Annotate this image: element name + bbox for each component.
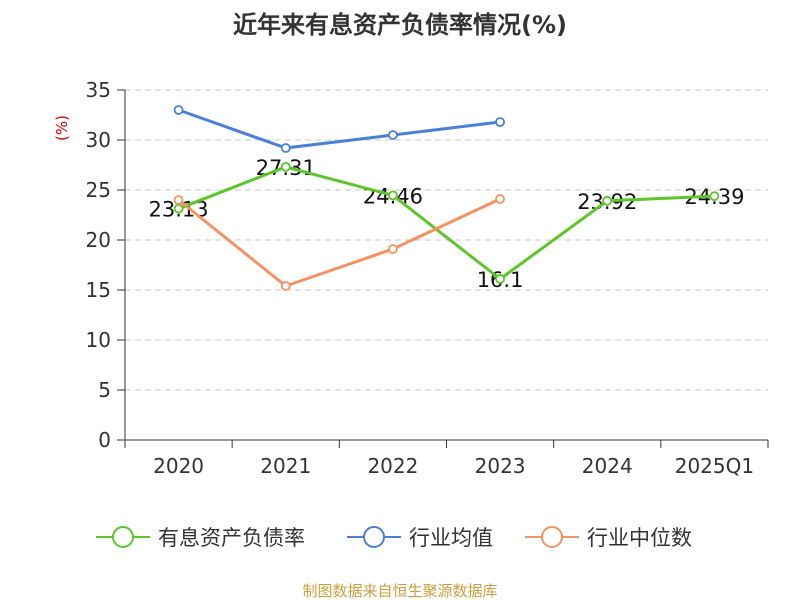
data-point — [602, 195, 613, 206]
y-axis-label: (%) — [53, 115, 71, 141]
y-tick-label: 0 — [98, 428, 111, 452]
legend-label: 行业均值 — [409, 526, 493, 550]
data-point — [388, 130, 398, 140]
grid-lines — [125, 89, 768, 391]
x-tick-label: 2022 — [367, 454, 418, 478]
axes: 0 5 10 15 20 25 30 35 2020 2021 2022 2023 2024 2025Q1 — [86, 78, 769, 478]
series-line-2 — [177, 197, 501, 288]
series-line-0 — [178, 165, 715, 281]
source-note: 制图数据来自恒生聚源数据库 — [302, 582, 497, 600]
x-tick-label: 2025Q1 — [675, 454, 754, 478]
legend-label: 行业中位数 — [587, 526, 692, 550]
y-tick-label: 30 — [86, 128, 111, 152]
data-point — [173, 203, 184, 214]
legend-marker — [541, 526, 563, 548]
data-point — [709, 191, 720, 202]
series-line-1 — [178, 108, 501, 150]
series-layer: 23.1327.3124.4616.123.9224.39 — [149, 105, 744, 292]
data-point — [388, 244, 398, 254]
chart-title: 近年来有息资产负债率情况(%) — [233, 11, 567, 39]
data-point — [495, 274, 505, 284]
data-point — [495, 117, 505, 127]
y-tick-label: 35 — [86, 78, 111, 102]
y-tick-label: 15 — [86, 278, 111, 302]
legend-marker — [112, 526, 134, 548]
data-point — [280, 143, 291, 153]
data-point — [388, 190, 398, 201]
x-tick-label: 2023 — [475, 454, 526, 478]
data-point — [173, 105, 184, 115]
data-point — [280, 161, 291, 172]
data-point — [495, 194, 505, 204]
y-tick-label: 25 — [86, 178, 111, 202]
data-point — [173, 195, 184, 205]
legend-label: 有息资产负债率 — [158, 526, 305, 550]
legend-marker — [363, 526, 385, 548]
y-tick-label: 20 — [86, 228, 111, 252]
x-tick-label: 2024 — [582, 454, 633, 478]
y-tick-label: 5 — [98, 378, 111, 402]
x-tick-label: 2021 — [260, 454, 311, 478]
legend: 有息资产负债率 行业均值 行业中位数 — [96, 526, 692, 550]
x-tick-label: 2020 — [153, 454, 204, 478]
y-tick-label: 10 — [86, 328, 111, 352]
data-point — [280, 281, 291, 291]
